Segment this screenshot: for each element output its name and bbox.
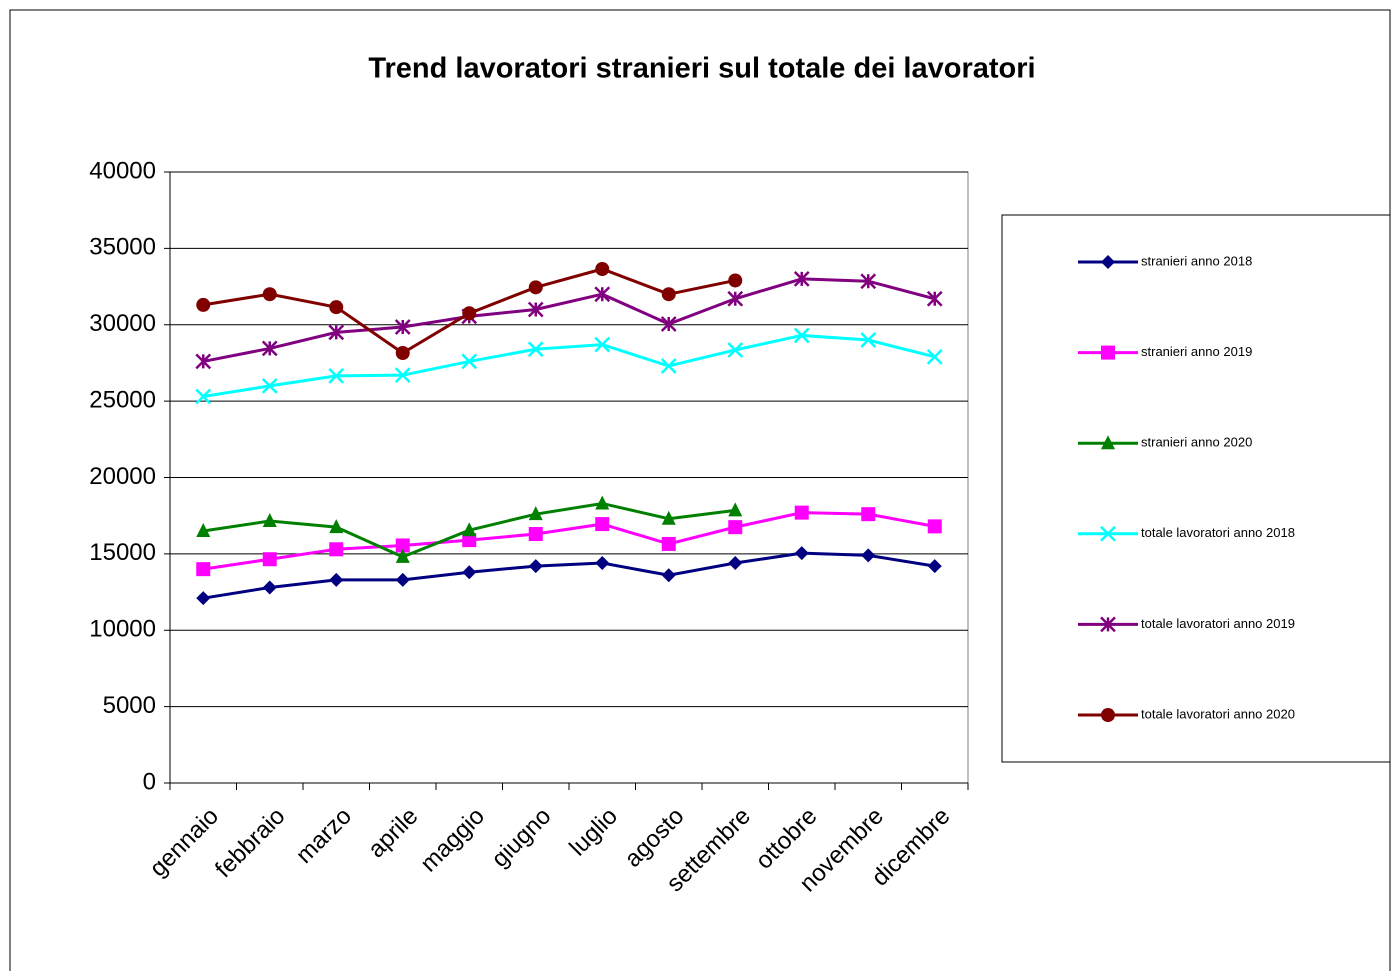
legend-marker xyxy=(1101,255,1115,269)
point xyxy=(727,342,744,358)
legend-marker xyxy=(1101,435,1115,450)
point xyxy=(395,548,410,563)
point xyxy=(329,300,344,315)
point xyxy=(395,572,410,587)
point xyxy=(195,388,212,405)
point xyxy=(262,287,277,302)
point xyxy=(462,522,477,537)
point xyxy=(196,297,211,312)
point xyxy=(462,565,477,580)
point xyxy=(395,538,410,553)
legend-marker xyxy=(1100,616,1116,633)
point xyxy=(926,290,943,307)
point xyxy=(661,568,676,583)
point xyxy=(727,290,744,307)
point xyxy=(328,324,345,341)
point xyxy=(728,502,743,517)
point xyxy=(262,552,277,567)
point xyxy=(528,506,543,521)
point xyxy=(261,340,278,357)
point xyxy=(329,542,344,557)
point xyxy=(594,286,611,303)
point xyxy=(595,495,610,510)
point xyxy=(860,273,877,290)
point xyxy=(793,271,810,287)
point xyxy=(793,327,810,344)
point xyxy=(527,341,544,358)
point xyxy=(927,559,942,574)
point xyxy=(261,377,278,394)
y-tick-label: 40000 xyxy=(89,157,156,184)
point xyxy=(195,353,212,370)
point xyxy=(462,306,477,321)
y-tick-label: 35000 xyxy=(89,234,156,261)
point xyxy=(661,287,676,302)
y-tick-label: 0 xyxy=(143,768,156,795)
series-line xyxy=(203,333,936,399)
legend-label: totale lavoratori anno 2020 xyxy=(1141,706,1295,721)
legend-marker xyxy=(1100,525,1116,542)
chart-title: Trend lavoratori stranieri sul totale de… xyxy=(368,53,1035,85)
point xyxy=(926,348,943,365)
point xyxy=(196,522,211,537)
point xyxy=(660,358,677,374)
point xyxy=(794,505,809,520)
point xyxy=(329,519,344,534)
point xyxy=(860,332,877,348)
y-tick-label: 20000 xyxy=(89,463,156,490)
point xyxy=(528,559,543,574)
point xyxy=(262,580,277,595)
legend-marker xyxy=(1101,345,1115,360)
point xyxy=(595,261,610,276)
point xyxy=(861,548,876,563)
legend-label: totale lavoratori anno 2018 xyxy=(1141,525,1295,540)
y-tick-label: 25000 xyxy=(89,386,156,413)
point xyxy=(461,353,478,370)
point xyxy=(728,556,743,571)
point xyxy=(196,591,211,606)
y-tick-label: 10000 xyxy=(89,616,156,643)
point xyxy=(595,556,610,571)
point xyxy=(462,533,477,548)
point xyxy=(794,546,809,561)
series-line xyxy=(203,511,936,571)
point xyxy=(395,346,410,361)
point xyxy=(661,536,676,551)
point xyxy=(927,519,942,534)
point xyxy=(594,336,611,353)
point xyxy=(328,368,345,384)
point xyxy=(661,510,676,525)
series-line xyxy=(203,551,935,600)
legend xyxy=(1001,214,1391,763)
point xyxy=(728,273,743,288)
legend-label: totale lavoratori anno 2019 xyxy=(1141,616,1295,631)
legend-marker xyxy=(1101,708,1115,722)
legend-label: stranieri anno 2018 xyxy=(1141,253,1252,268)
point xyxy=(394,367,411,384)
point xyxy=(394,319,411,335)
series-line xyxy=(202,277,936,363)
y-tick-label: 15000 xyxy=(89,539,156,566)
y-tick-label: 30000 xyxy=(89,310,156,337)
point xyxy=(660,316,677,332)
point xyxy=(528,280,543,295)
y-tick-label: 5000 xyxy=(103,692,156,719)
point xyxy=(527,301,544,318)
legend-label: stranieri anno 2019 xyxy=(1141,344,1252,359)
point xyxy=(329,572,344,587)
point xyxy=(528,527,543,542)
legend-label: stranieri anno 2020 xyxy=(1141,435,1252,450)
point xyxy=(728,520,743,535)
point xyxy=(595,517,610,532)
point xyxy=(861,507,876,522)
point xyxy=(262,513,277,528)
point xyxy=(196,562,211,577)
